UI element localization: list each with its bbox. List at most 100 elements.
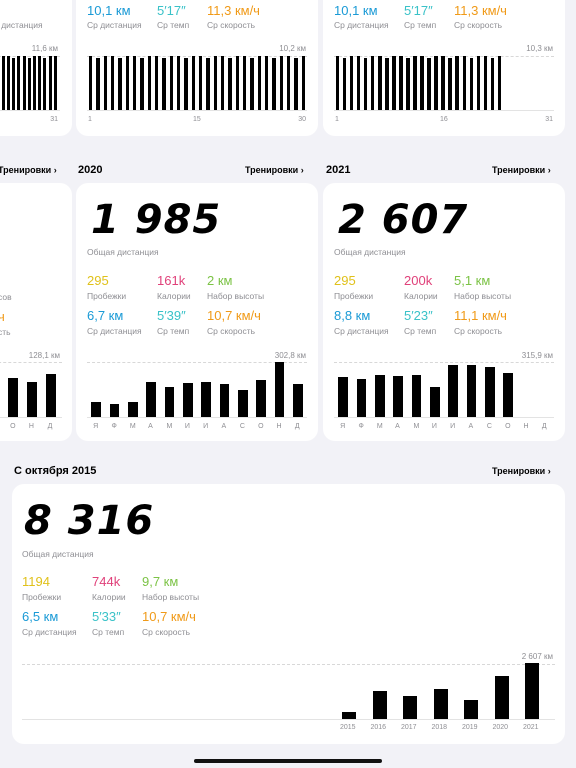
calories-value: 161k bbox=[157, 273, 186, 288]
runs-value: 1194 bbox=[22, 574, 50, 589]
chart-bar bbox=[162, 58, 166, 110]
month-tick-label: И bbox=[450, 423, 456, 430]
chart-bar bbox=[342, 58, 347, 110]
chart-bar bbox=[272, 58, 276, 110]
chart-bar bbox=[363, 58, 368, 110]
month-tick-label: А bbox=[148, 423, 153, 430]
chart-bar bbox=[256, 380, 266, 417]
year-tick-label: 2016 bbox=[370, 724, 387, 731]
avg-pace-value: 5′39″ bbox=[157, 308, 186, 323]
month-tick-label: О bbox=[10, 423, 16, 430]
chart-max-label: 302,8 км bbox=[274, 351, 306, 360]
total-distance-label: Общая дистанция bbox=[87, 247, 159, 257]
avg-distance-value: 8,8 км bbox=[334, 308, 371, 323]
year-tick-label: 2018 bbox=[431, 724, 448, 731]
chart-bar bbox=[393, 375, 403, 417]
month-tick-label: Н bbox=[276, 423, 282, 430]
chart-bar bbox=[48, 56, 52, 110]
chart-bar bbox=[455, 56, 459, 110]
chart-bar bbox=[483, 56, 488, 110]
chart-max-label: 315,9 км bbox=[521, 351, 553, 360]
avg-distance-label: Ср дистанция bbox=[0, 20, 43, 30]
chart-bar bbox=[342, 712, 356, 719]
year-tick-label: 2017 bbox=[401, 724, 417, 731]
chart-bar bbox=[434, 56, 438, 110]
avg-pace-value: 5′33″ bbox=[92, 609, 121, 624]
elevation-label: Набор высоты bbox=[142, 592, 200, 602]
month-tick-label: А bbox=[221, 423, 227, 430]
chart-bar bbox=[525, 663, 539, 719]
chart-bar bbox=[494, 676, 509, 719]
chart-bar bbox=[6, 56, 10, 110]
month-card-middle[interactable]: 10,1 км Ср дистанция 5′17″ Ср темп 11,3 … bbox=[76, 0, 318, 136]
year-card-partial[interactable]: сов ч сть 128,1 км О Н Д bbox=[0, 183, 72, 441]
avg-speed-value: 11,3 км/ч bbox=[454, 3, 507, 18]
chart-bar bbox=[301, 56, 306, 110]
chart-bar bbox=[184, 58, 188, 110]
avg-distance-label: Ср дистанция bbox=[334, 20, 389, 30]
year-card-2020[interactable]: 1 985 Общая дистанция 295 Пробежки 161k … bbox=[76, 183, 318, 441]
chart-bar bbox=[206, 58, 210, 110]
avg-distance-value: 10,1 км bbox=[87, 3, 131, 18]
chart-bar bbox=[53, 56, 57, 110]
chart-bar bbox=[147, 56, 152, 110]
runs-label: Пробежки bbox=[22, 592, 62, 602]
elevation-value: 9,7 км bbox=[142, 574, 179, 589]
month-tick-label: Д bbox=[541, 423, 547, 430]
chart-bar bbox=[12, 58, 16, 110]
chart-bar bbox=[219, 383, 230, 417]
chart-bar bbox=[338, 376, 348, 417]
chevron-right-icon: › bbox=[53, 165, 57, 175]
chart-max-label: 2 607 км bbox=[521, 652, 553, 661]
chart-bar bbox=[378, 56, 382, 110]
month-card-left[interactable]: Ср дистанция 11,6 км 31 bbox=[0, 0, 72, 136]
alltime-header: С октября 2015 bbox=[14, 465, 97, 477]
year-card-2021[interactable]: 2 607 Общая дистанция 295 Пробежки 200k … bbox=[323, 183, 565, 441]
avg-pace-label: Ср темп bbox=[404, 326, 437, 336]
elevation-value: 5,1 км bbox=[454, 273, 491, 288]
chart-bar bbox=[420, 56, 424, 110]
year-tick-label: 2015 bbox=[340, 724, 356, 731]
calories-label: Калории bbox=[157, 291, 191, 301]
chart-bar bbox=[17, 56, 21, 110]
chart-bar bbox=[335, 56, 340, 110]
workouts-link[interactable]: Тренировки › bbox=[492, 466, 551, 476]
workouts-link[interactable]: Тренировки › bbox=[492, 165, 551, 175]
chart-bar bbox=[406, 58, 410, 110]
year-header-2020: 2020 bbox=[78, 164, 103, 176]
alltime-card[interactable]: 8 316 Общая дистанция 1194 Пробежки 744k… bbox=[12, 484, 565, 744]
month-card-right[interactable]: 10,1 км Ср дистанция 5′17″ Ср темп 11,3 … bbox=[323, 0, 565, 136]
chart-bar bbox=[45, 374, 56, 417]
chevron-right-icon: › bbox=[547, 165, 551, 175]
avg-distance-value: 10,1 км bbox=[334, 3, 378, 18]
total-distance: 1 985 bbox=[91, 197, 222, 243]
runs-label: Пробежки bbox=[87, 291, 127, 301]
tick-label: 31 bbox=[545, 116, 553, 123]
chart-bar bbox=[96, 58, 100, 110]
chart-bar bbox=[43, 58, 47, 110]
chart-bar bbox=[466, 364, 477, 417]
chart-bar bbox=[88, 56, 93, 110]
avg-pace-value: 5′23″ bbox=[404, 308, 433, 323]
chart-bar bbox=[464, 699, 478, 719]
workouts-link[interactable]: Тренировки › bbox=[245, 165, 304, 175]
chart-bar bbox=[279, 56, 284, 110]
chart-bar bbox=[433, 689, 448, 719]
avg-pace-label: Ср темп bbox=[404, 20, 437, 30]
chart-bar bbox=[427, 58, 431, 110]
chart-bar bbox=[485, 366, 495, 417]
chart-bar bbox=[213, 56, 218, 110]
month-tick-label: М bbox=[129, 423, 136, 430]
chart-bar bbox=[242, 56, 247, 110]
avg-pace-value: 5′17″ bbox=[157, 3, 186, 18]
tick-label: 30 bbox=[298, 116, 306, 123]
avg-distance-label: Ср дистанция bbox=[22, 627, 77, 637]
month-tick-label: Ф bbox=[111, 423, 117, 430]
chart-bar bbox=[32, 56, 36, 110]
runs-value: 295 bbox=[87, 273, 109, 288]
workouts-link[interactable]: Тренировки › bbox=[0, 165, 57, 175]
total-distance: 8 316 bbox=[24, 498, 155, 544]
chart-bar bbox=[293, 383, 303, 417]
month-tick-label: Я bbox=[93, 423, 99, 430]
chart-bar bbox=[198, 56, 203, 110]
